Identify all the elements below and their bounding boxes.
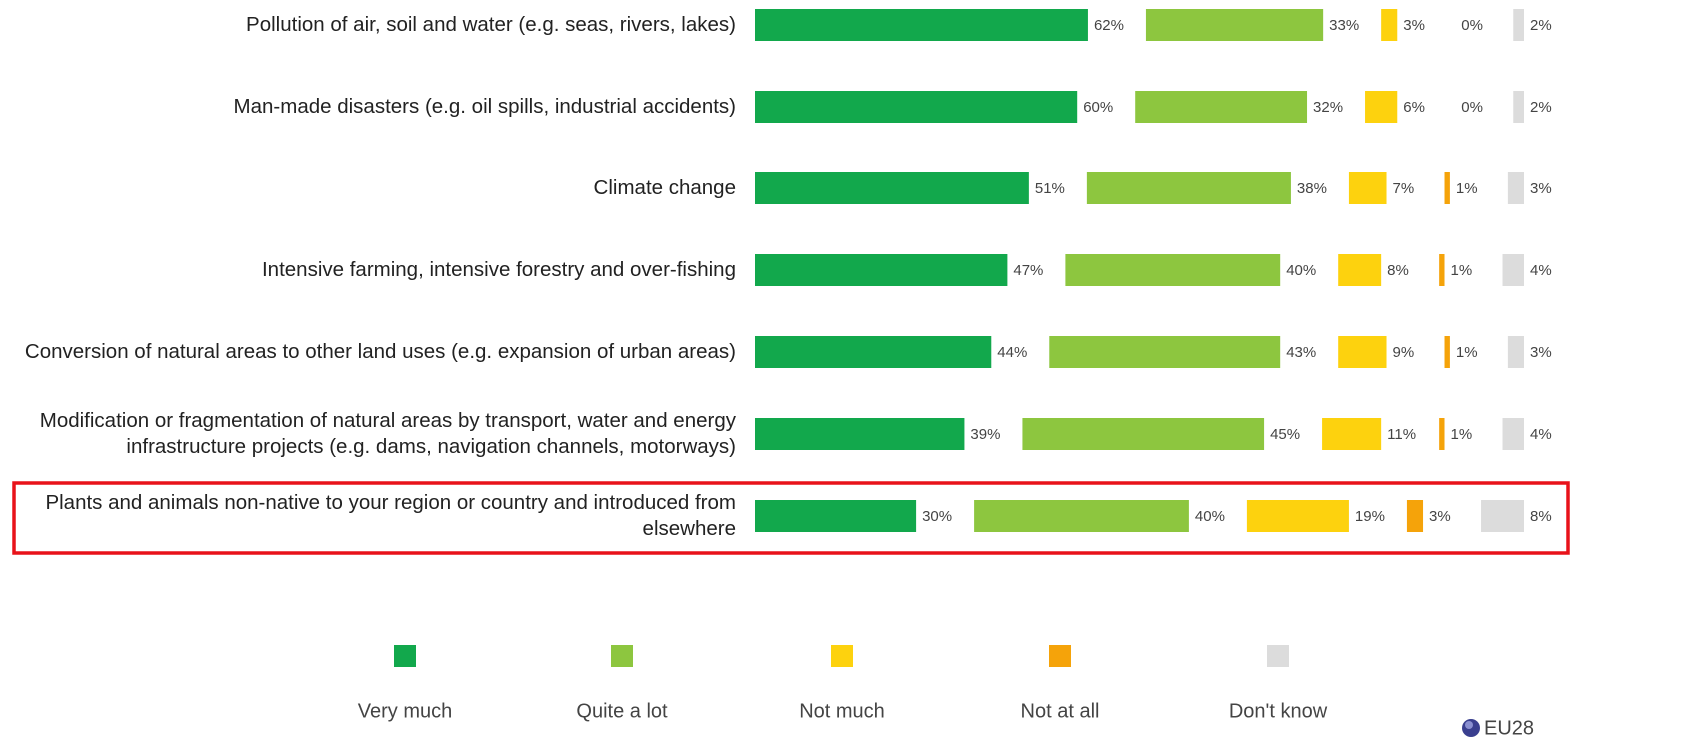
category-label: Intensive farming, intensive forestry an… (261, 258, 736, 281)
legend-label: Quite a lot (576, 700, 668, 722)
bar-segment (1246, 500, 1349, 532)
value-label: 1% (1456, 344, 1478, 361)
category-label: Modification or fragmentation of natural… (39, 409, 736, 458)
bar-segment (1022, 418, 1265, 450)
legend-label: Don't know (1229, 700, 1328, 722)
category-label: Climate change (593, 176, 736, 199)
value-label: 33% (1329, 17, 1359, 34)
value-label: 6% (1403, 99, 1425, 116)
bar-segment (755, 172, 1029, 204)
value-label: 1% (1451, 262, 1473, 279)
value-label: 2% (1530, 17, 1552, 34)
bar-segment (755, 9, 1088, 41)
bar-segment (1439, 254, 1445, 286)
value-label: 3% (1530, 344, 1552, 361)
value-label: 62% (1094, 17, 1124, 34)
value-label: 19% (1355, 508, 1385, 525)
category-label: Pollution of air, soil and water (e.g. s… (246, 13, 736, 36)
value-label: 0% (1461, 99, 1483, 116)
value-label: 4% (1530, 426, 1552, 443)
value-label: 47% (1013, 262, 1043, 279)
bar-segment (1502, 254, 1524, 286)
bar-segment (1049, 336, 1281, 368)
legend-swatch (831, 645, 853, 667)
bar-segment (1507, 172, 1524, 204)
bar-segment (755, 500, 917, 532)
value-label: 0% (1461, 17, 1483, 34)
value-label: 51% (1035, 180, 1065, 197)
bar-segment (1338, 336, 1387, 368)
legend-swatch (1049, 645, 1071, 667)
value-label: 9% (1393, 344, 1415, 361)
globe-shine (1465, 721, 1473, 729)
category-label: Conversion of natural areas to other lan… (24, 340, 736, 363)
value-label: 38% (1297, 180, 1327, 197)
bar-segment (1513, 91, 1524, 123)
bar-segment (755, 91, 1078, 123)
category-label: Man-made disasters (e.g. oil spills, ind… (233, 95, 736, 118)
value-label: 40% (1195, 508, 1225, 525)
value-label: 40% (1286, 262, 1316, 279)
value-label: 30% (922, 508, 952, 525)
value-label: 32% (1313, 99, 1343, 116)
value-label: 39% (970, 426, 1000, 443)
bar-segment (1406, 500, 1424, 532)
value-label: 60% (1083, 99, 1113, 116)
value-label: 11% (1387, 426, 1416, 443)
bar-segment (1145, 9, 1324, 41)
value-label: 1% (1456, 180, 1478, 197)
bar-segment (1502, 418, 1524, 450)
category-label: Plants and animals non-native to your re… (45, 491, 736, 540)
legend-label: Very much (358, 700, 452, 722)
legend-label: Not much (799, 700, 885, 722)
bar-segment (1135, 91, 1308, 123)
legend-label: Not at all (1021, 700, 1100, 722)
value-label: 1% (1451, 426, 1473, 443)
value-label: 8% (1530, 508, 1552, 525)
bar-segment (1444, 172, 1450, 204)
bar-segment (1439, 418, 1445, 450)
bar-segment (755, 336, 992, 368)
value-label: 43% (1286, 344, 1316, 361)
legend-swatch (394, 645, 416, 667)
bar-segment (1322, 418, 1382, 450)
value-label: 3% (1429, 508, 1451, 525)
value-label: 8% (1387, 262, 1409, 279)
value-label: 2% (1530, 99, 1552, 116)
note: EU28 (1484, 717, 1534, 739)
value-label: 7% (1393, 180, 1415, 197)
bar-segment (1513, 9, 1524, 41)
bar-segment (1444, 336, 1450, 368)
bar-segment (1338, 254, 1382, 286)
bar-segment (1507, 336, 1524, 368)
bar-segment (755, 418, 965, 450)
value-label: 45% (1270, 426, 1300, 443)
bar-segment (1065, 254, 1281, 286)
legend-swatch (1267, 645, 1289, 667)
value-label: 3% (1403, 17, 1425, 34)
bar-segment (755, 254, 1008, 286)
bar-segment (1086, 172, 1291, 204)
highlight-box (12, 481, 1570, 555)
value-label: 44% (997, 344, 1027, 361)
bar-segment (1365, 91, 1398, 123)
legend-swatch (611, 645, 633, 667)
bar-segment (1481, 500, 1524, 532)
bar-segment (974, 500, 1189, 532)
value-label: 3% (1530, 180, 1552, 197)
bar-segment (1348, 172, 1387, 204)
value-label: 4% (1530, 262, 1552, 279)
bar-segment (1381, 9, 1398, 41)
